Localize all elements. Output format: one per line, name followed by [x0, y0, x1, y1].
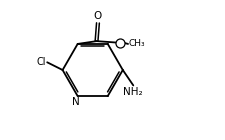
- Text: Cl: Cl: [36, 57, 46, 67]
- Text: NH₂: NH₂: [123, 87, 142, 97]
- Text: N: N: [72, 97, 80, 107]
- Text: O: O: [93, 11, 102, 21]
- Text: CH₃: CH₃: [128, 39, 145, 48]
